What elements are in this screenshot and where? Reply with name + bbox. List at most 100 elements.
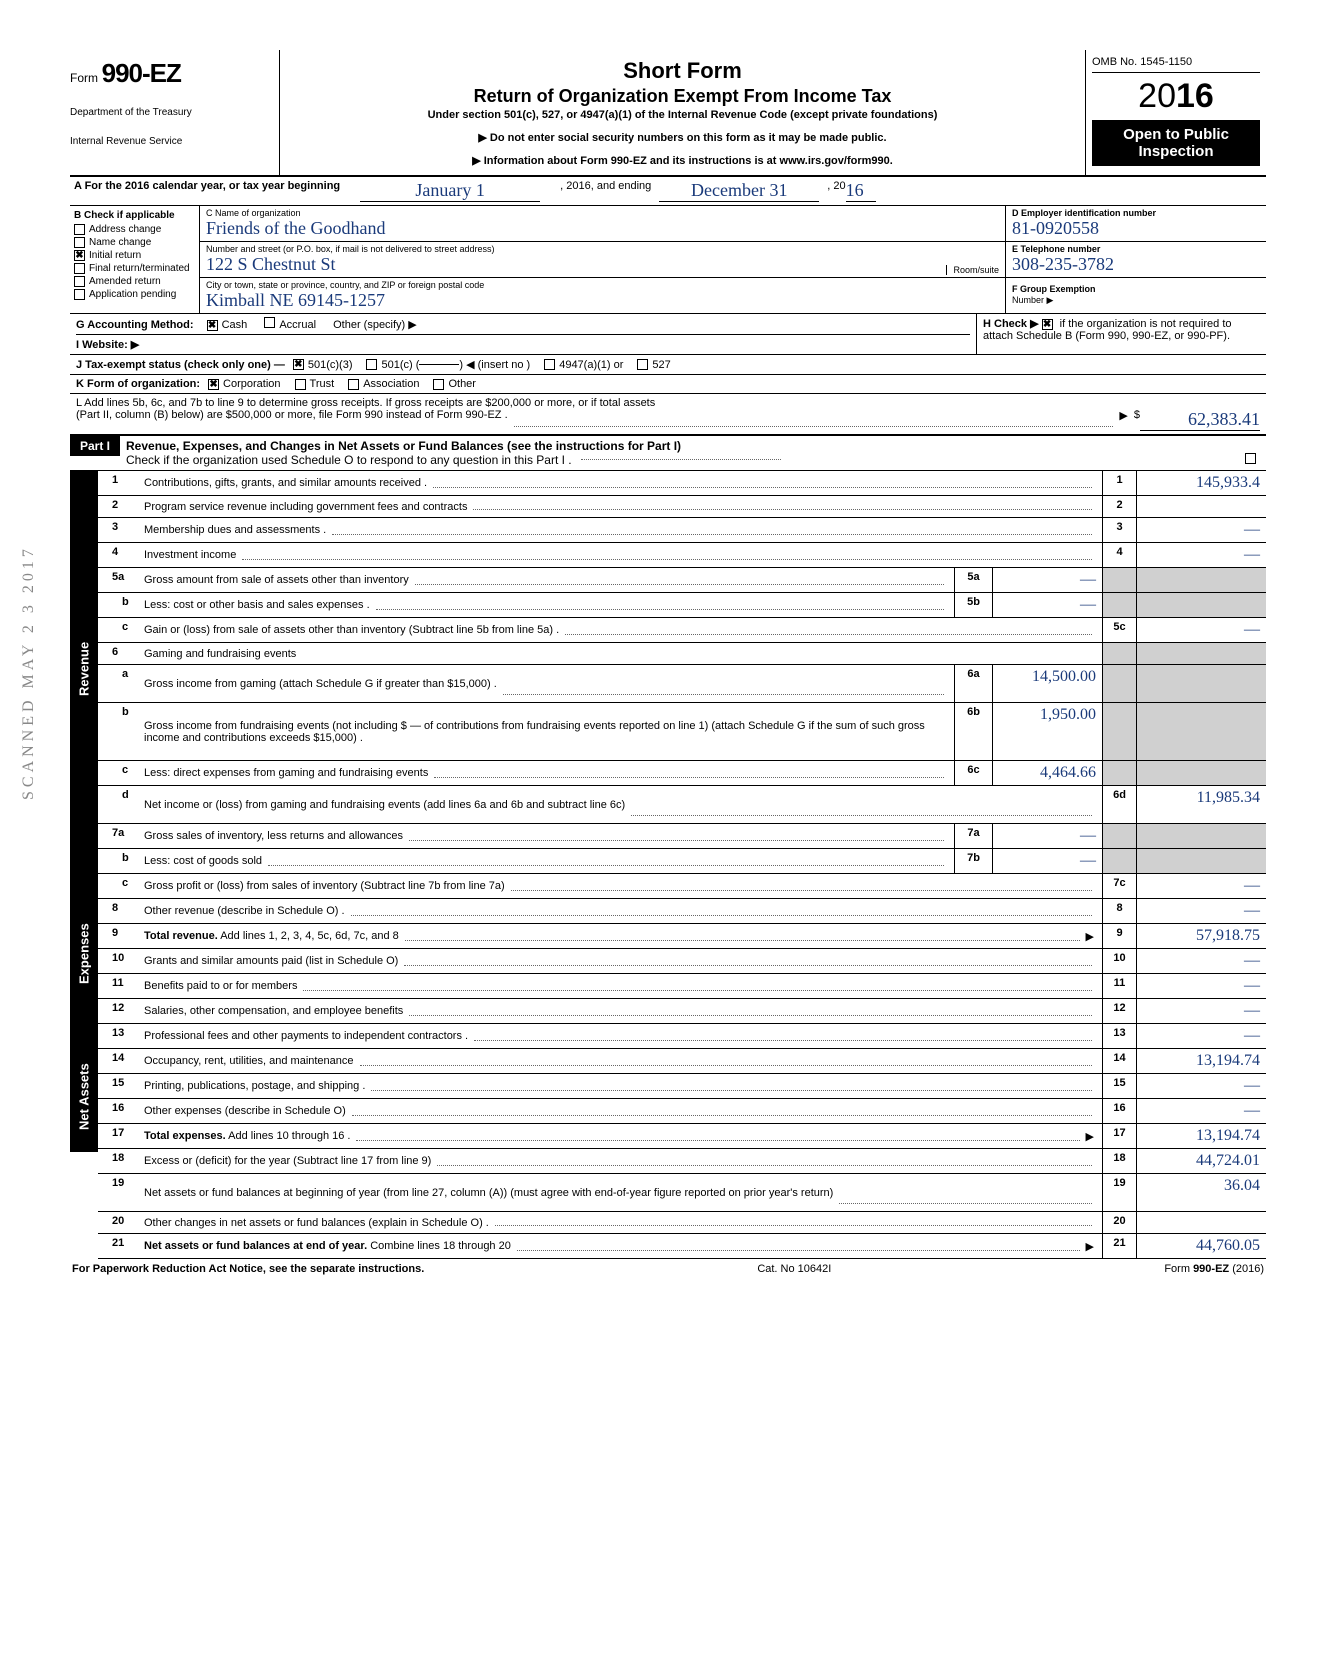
line-description: Total revenue. Add lines 1, 2, 3, 4, 5c,… [140, 924, 1102, 948]
line-number: 21 [98, 1234, 140, 1258]
line-number: 7a [98, 824, 140, 848]
chk-assoc[interactable] [348, 379, 359, 390]
end-line-value[interactable]: 13,194.74 [1136, 1049, 1266, 1073]
chk-cash[interactable]: ✖ [207, 320, 218, 331]
footer-mid: Cat. No 10642I [757, 1263, 831, 1275]
group-exempt-cell: F Group Exemption Number ▶ [1006, 278, 1266, 312]
end-line-number: 20 [1102, 1212, 1136, 1233]
chk-trust[interactable] [295, 379, 306, 390]
title-short-form: Short Form [286, 58, 1079, 84]
end-line-value[interactable]: — [1136, 974, 1266, 998]
mid-line-value[interactable]: — [992, 593, 1102, 617]
mid-line-value[interactable]: 4,464.66 [992, 761, 1102, 785]
end-line-value[interactable]: 57,918.75 [1136, 924, 1266, 948]
side-labels: Revenue Expenses Net Assets [70, 471, 98, 1259]
end-line-number: 7c [1102, 874, 1136, 898]
org-street[interactable]: 122 S Chestnut St [206, 254, 336, 275]
end-line-number: 16 [1102, 1099, 1136, 1123]
end-line-number: 2 [1102, 496, 1136, 517]
end-line-value[interactable]: — [1136, 543, 1266, 567]
phone-value[interactable]: 308-235-3782 [1012, 254, 1114, 275]
end-line-value[interactable]: — [1136, 1074, 1266, 1098]
opt-assoc: Association [363, 378, 419, 390]
chk-501c[interactable] [366, 359, 377, 370]
line-description: Benefits paid to or for members [140, 974, 1102, 998]
mid-line-value[interactable]: 14,500.00 [992, 665, 1102, 702]
line-number: 20 [98, 1212, 140, 1233]
org-city-label: City or town, state or province, country… [206, 280, 999, 290]
row-k: K Form of organization: ✖Corporation Tru… [70, 375, 1266, 394]
org-name-cell: C Name of organization Friends of the Go… [200, 206, 1005, 242]
line-description: Grants and similar amounts paid (list in… [140, 949, 1102, 973]
end-line-number: 15 [1102, 1074, 1136, 1098]
end-box-shaded [1102, 568, 1136, 592]
line-l10: 10Grants and similar amounts paid (list … [98, 949, 1266, 974]
row-l-value[interactable]: 62,383.41 [1140, 409, 1260, 431]
end-line-value[interactable]: 44,760.05 [1136, 1234, 1266, 1258]
opt-4947: 4947(a)(1) or [559, 359, 623, 371]
end-line-value[interactable]: — [1136, 1099, 1266, 1123]
opt-501c: 501(c) ( [381, 359, 419, 371]
mid-line-value[interactable]: — [992, 824, 1102, 848]
line-description: Other revenue (describe in Schedule O) . [140, 899, 1102, 923]
chk-4947[interactable] [544, 359, 555, 370]
end-line-value[interactable]: 36.04 [1136, 1174, 1266, 1211]
ein-value[interactable]: 81-0920558 [1012, 218, 1099, 239]
line-number: b [98, 703, 140, 760]
row-l-text1: L Add lines 5b, 6c, and 7b to line 9 to … [76, 397, 1260, 409]
chk-final-return[interactable]: Final return/terminated [74, 263, 195, 274]
chk-address-change[interactable]: Address change [74, 224, 195, 235]
mid-line-number: 6b [954, 703, 992, 760]
line-description: Net assets or fund balances at end of ye… [140, 1234, 1102, 1258]
end-line-value[interactable]: 11,985.34 [1136, 786, 1266, 823]
end-line-value[interactable]: 44,724.01 [1136, 1149, 1266, 1173]
end-line-number: 17 [1102, 1124, 1136, 1148]
end-line-value[interactable]: — [1136, 949, 1266, 973]
checkbox-icon [74, 276, 85, 287]
part-1-header-row: Part I Revenue, Expenses, and Changes in… [70, 435, 1266, 471]
main-table: Revenue Expenses Net Assets 1Contributio… [70, 471, 1266, 1259]
end-line-value[interactable]: — [1136, 874, 1266, 898]
end-line-value[interactable]: — [1136, 618, 1266, 642]
org-name[interactable]: Friends of the Goodhand [206, 218, 385, 239]
mid-line-number: 5a [954, 568, 992, 592]
chk-application-pending[interactable]: Application pending [74, 289, 195, 300]
checkbox-icon [74, 289, 85, 300]
chk-501c3[interactable]: ✖ [293, 359, 304, 370]
mid-line-value[interactable]: — [992, 568, 1102, 592]
tax-year-begin[interactable]: January 1 [360, 180, 540, 202]
chk-name-change[interactable]: Name change [74, 237, 195, 248]
end-line-value[interactable]: — [1136, 1024, 1266, 1048]
chk-initial-return[interactable]: ✖Initial return [74, 250, 195, 261]
line-number: 14 [98, 1049, 140, 1073]
end-line-value[interactable]: — [1136, 899, 1266, 923]
group-exempt-label: F Group Exemption [1012, 284, 1096, 294]
mid-line-value[interactable]: — [992, 849, 1102, 873]
tax-year-end-yr[interactable]: 16 [846, 180, 876, 202]
mid-line-value[interactable]: 1,950.00 [992, 703, 1102, 760]
chk-corp[interactable]: ✖ [208, 379, 219, 390]
form-990ez: Form 990-EZ Department of the Treasury I… [70, 50, 1266, 1279]
end-line-value[interactable]: 13,194.74 [1136, 1124, 1266, 1148]
chk-amended-return[interactable]: Amended return [74, 276, 195, 287]
chk-527[interactable] [637, 359, 648, 370]
row-l-text2: (Part II, column (B) below) are $500,000… [76, 409, 508, 431]
end-line-value[interactable]: 145,933.4 [1136, 471, 1266, 495]
org-city[interactable]: Kimball NE 69145-1257 [206, 290, 385, 311]
tax-year-end[interactable]: December 31 [659, 180, 819, 202]
end-line-value[interactable]: — [1136, 518, 1266, 542]
chk-schedule-b[interactable]: ✖ [1042, 319, 1053, 330]
line-l5c: cGain or (loss) from sale of assets othe… [98, 618, 1266, 643]
chk-accrual[interactable] [264, 317, 275, 328]
chk-schedule-o[interactable] [1245, 453, 1256, 464]
end-line-value[interactable]: — [1136, 999, 1266, 1023]
line-number: b [98, 593, 140, 617]
end-line-value[interactable] [1136, 496, 1266, 517]
chk-other-org[interactable] [433, 379, 444, 390]
part-1-title-text: Revenue, Expenses, and Changes in Net As… [126, 439, 681, 453]
year-prefix: 20 [1138, 77, 1176, 115]
end-line-value[interactable] [1136, 1212, 1266, 1233]
line-description: Gross sales of inventory, less returns a… [140, 824, 954, 848]
open-line1: Open to Public [1094, 126, 1258, 143]
opt-501c3: 501(c)(3) [308, 359, 353, 371]
